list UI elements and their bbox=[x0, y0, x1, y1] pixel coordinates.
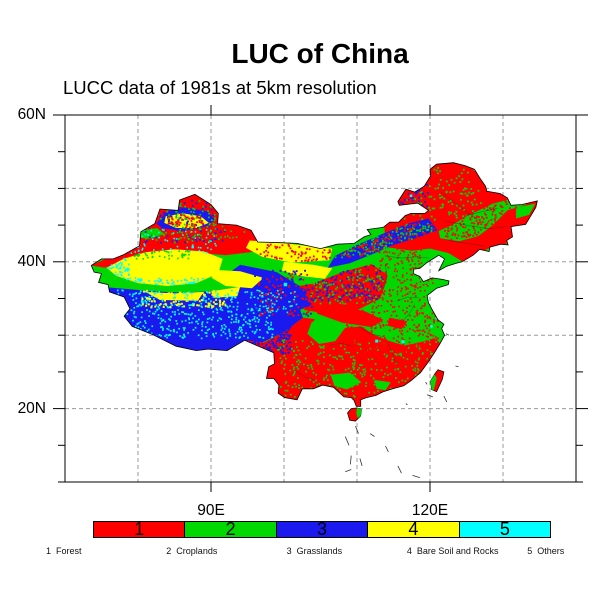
x-axis-label-90E: 90E bbox=[197, 502, 225, 519]
region-qaidam-yellow bbox=[211, 269, 264, 289]
colorbar-cell-2: 2 bbox=[184, 520, 276, 538]
region-south-red bbox=[244, 317, 441, 407]
legend-label-4: 4 Bare Soil and Rocks bbox=[406, 546, 499, 556]
region-dongbei-green bbox=[438, 197, 527, 242]
china-landcover bbox=[91, 162, 538, 407]
axis-ticks bbox=[53, 105, 588, 492]
colorbar-cell-4: 4 bbox=[367, 520, 459, 538]
water-spot bbox=[375, 339, 379, 343]
region-sichuan-green bbox=[307, 319, 344, 344]
y-axis-label-20N: 20N bbox=[17, 399, 46, 417]
colorbar-cell-3: 3 bbox=[275, 520, 368, 538]
island-taiwan-overlay bbox=[430, 374, 437, 391]
water-spot bbox=[191, 245, 194, 249]
water-spot bbox=[409, 194, 413, 197]
x-axis-label-120E: 120E bbox=[411, 502, 449, 519]
water-spot bbox=[283, 282, 288, 287]
region-tarim-yellow bbox=[106, 249, 223, 286]
region-pearl-green bbox=[374, 380, 391, 391]
colorbar-cell-5: 5 bbox=[458, 520, 551, 538]
legend-label-3: 3 Grasslands bbox=[286, 546, 343, 556]
region-qinling-red bbox=[310, 303, 384, 328]
region-sanjiang-green bbox=[516, 203, 536, 219]
water-spot bbox=[401, 340, 405, 344]
region-guangxi-green bbox=[330, 372, 362, 390]
y-axis-label-60N: 60N bbox=[17, 106, 46, 123]
region-alxa-yellow bbox=[281, 261, 333, 279]
province-borders bbox=[294, 191, 507, 381]
legend-label-2: 2 Croplands bbox=[166, 546, 218, 556]
legend-label-1: 1 Forest bbox=[46, 546, 82, 556]
figure-subtitle: LUCC data of 1981s at 5km resolution bbox=[63, 77, 377, 98]
legend-label-5: 5 Others bbox=[527, 546, 565, 556]
island-hainan-overlay bbox=[356, 407, 362, 419]
figure-title: LUC of China bbox=[231, 38, 409, 69]
region-changbai-red bbox=[466, 235, 506, 261]
colorbar-cell-1: 1 bbox=[94, 520, 185, 538]
china-coastline bbox=[90, 162, 538, 407]
region-ili-green bbox=[139, 228, 165, 239]
y-axis-label-40N: 40N bbox=[17, 252, 46, 270]
region-tibet-yellow-b bbox=[211, 286, 241, 298]
water-spot bbox=[435, 317, 438, 320]
water-spot bbox=[430, 325, 433, 328]
sea-dashes bbox=[344, 333, 459, 478]
